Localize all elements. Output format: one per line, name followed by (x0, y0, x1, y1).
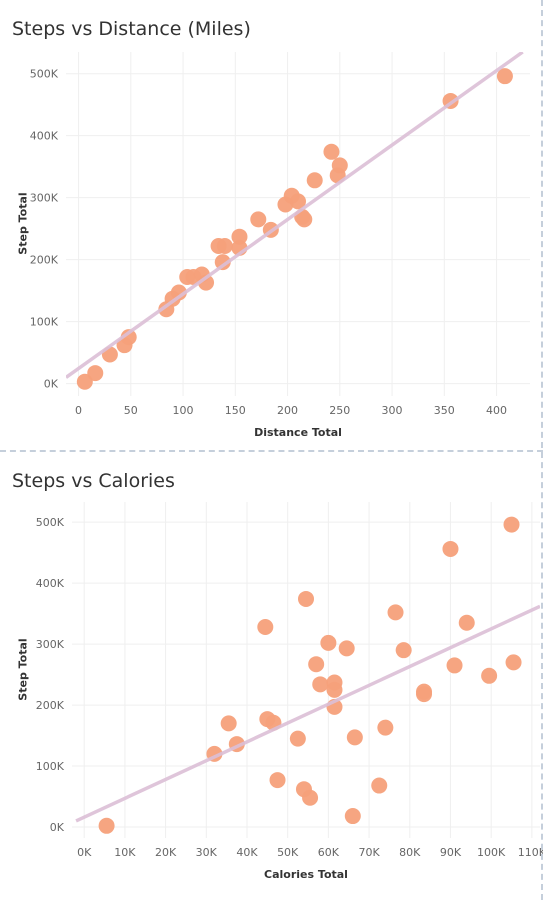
x-tick-label: 60K (318, 846, 340, 859)
steps-vs-calories-chart[interactable]: 0K 10K 20K 30K 40K 50K 60K 70K 80K 90K 100K 110K 0K 1… (0, 452, 543, 900)
x-tick-label: 250 (329, 404, 350, 417)
scatter-point[interactable] (496, 68, 513, 85)
scatter-point[interactable] (320, 634, 337, 651)
scatter-point[interactable] (306, 172, 323, 189)
y-tick-label: 400K (36, 577, 65, 590)
x-axis-label-calories: Calories Total (264, 868, 348, 881)
scatter-point[interactable] (170, 284, 187, 301)
x-tick-label: 110K (518, 846, 543, 859)
trend-line[interactable] (66, 52, 524, 379)
y-tick-label: 200K (36, 699, 65, 712)
x-tick-label: 40K (236, 846, 258, 859)
x-tick-label: 20K (155, 846, 177, 859)
x-tick-label: 150 (225, 404, 246, 417)
scatter-point[interactable] (98, 817, 115, 834)
x-tick-label: 50K (277, 846, 299, 859)
scatter-point[interactable] (323, 143, 340, 160)
y-tick-label: 300K (36, 638, 65, 651)
x-tick-label: 200 (277, 404, 298, 417)
scatter-point[interactable] (257, 619, 274, 636)
x-tick-label: 30K (196, 846, 218, 859)
y-tick-label: 0K (44, 378, 59, 391)
y-tick-label: 500K (36, 516, 65, 529)
scatter-point[interactable] (216, 238, 233, 255)
scatter-point[interactable] (371, 777, 388, 794)
x-tick-label: 100 (173, 404, 194, 417)
x-tick-label: 80K (399, 846, 421, 859)
scatter-point[interactable] (302, 789, 319, 806)
scatter-point[interactable] (458, 614, 475, 631)
scatter-point[interactable] (481, 667, 498, 684)
x-tick-label: 300 (382, 404, 403, 417)
y-tick-label: 100K (36, 760, 65, 773)
scatter-point[interactable] (220, 715, 237, 732)
x-tick-label: 0 (75, 404, 82, 417)
panel-divider (0, 450, 543, 452)
scatter-point[interactable] (395, 642, 412, 659)
y-tick-label: 200K (30, 254, 59, 267)
x-tick-label: 350 (434, 404, 455, 417)
y-tick-label: 400K (30, 130, 59, 143)
y-tick-label: 300K (30, 192, 59, 205)
scatter-point[interactable] (120, 329, 137, 346)
scatter-point[interactable] (377, 719, 394, 736)
y-axis-label-calories: Step Total (16, 638, 30, 701)
trend-line[interactable] (75, 604, 540, 823)
scatter-point[interactable] (326, 681, 343, 698)
x-tick-label: 400 (486, 404, 507, 417)
steps-vs-distance-panel: Steps vs Distance (Miles) 0 50 100 150 200 25… (0, 0, 543, 450)
scatter-point[interactable] (87, 365, 104, 382)
scatter-point[interactable] (503, 516, 520, 533)
scatter-point[interactable] (442, 540, 459, 557)
x-tick-label: 10K (114, 846, 136, 859)
scatter-point[interactable] (446, 657, 463, 674)
x-tick-label: 0K (77, 846, 92, 859)
scatter-point[interactable] (231, 228, 248, 245)
scatter-point[interactable] (312, 676, 329, 693)
x-tick-label: 90K (440, 846, 462, 859)
scatter-point[interactable] (387, 604, 404, 621)
scatter-point[interactable] (214, 254, 231, 271)
chart-title-distance: Steps vs Distance (Miles) (12, 18, 251, 40)
x-axis-label-distance: Distance Total (254, 426, 342, 439)
chart-title-calories: Steps vs Calories (12, 470, 175, 492)
right-edge-divider (541, 0, 543, 900)
scatter-point[interactable] (344, 808, 361, 825)
scatter-point[interactable] (338, 640, 355, 657)
scatter-point[interactable] (296, 211, 313, 228)
scatter-point[interactable] (250, 211, 267, 228)
scatter-point[interactable] (416, 683, 433, 700)
x-tick-label: 70K (358, 846, 380, 859)
scatter-point[interactable] (505, 654, 522, 671)
scatter-point[interactable] (308, 656, 325, 673)
x-tick-label: 50 (124, 404, 138, 417)
scatter-point[interactable] (290, 193, 306, 210)
scatter-point[interactable] (298, 590, 314, 607)
x-tick-label: 100K (477, 846, 506, 859)
y-tick-label: 0K (50, 821, 65, 834)
steps-vs-calories-panel: Steps vs Calories 0K 10K 20K 30K 40K 50K 60K 70… (0, 452, 543, 900)
steps-vs-distance-chart[interactable]: 0 50 100 150 200 250 300 350 400 0K 100K 200K 300K 40… (0, 0, 543, 450)
y-tick-label: 100K (30, 316, 59, 329)
y-tick-label: 500K (30, 68, 59, 81)
scatter-point[interactable] (289, 730, 306, 747)
y-axis-label-distance: Step Total (16, 192, 30, 255)
scatter-point[interactable] (269, 772, 286, 789)
scatter-point[interactable] (331, 157, 348, 174)
scatter-point[interactable] (346, 729, 363, 746)
